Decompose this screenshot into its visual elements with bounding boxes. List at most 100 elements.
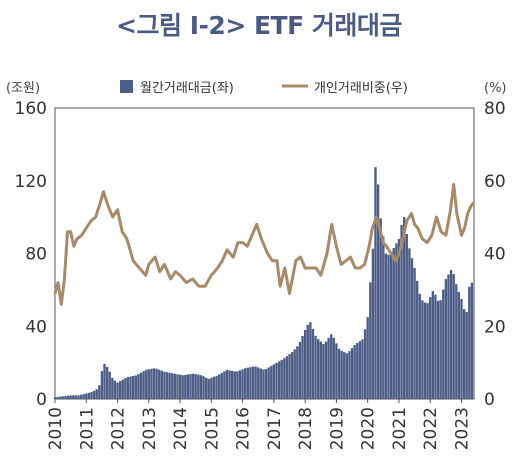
- bar-7: [72, 395, 75, 399]
- bar-45: [171, 373, 174, 399]
- bar-81: [264, 368, 268, 399]
- bar-134: [402, 216, 406, 399]
- bar-132: [397, 238, 401, 399]
- x-tick-label-0: 2010: [46, 407, 66, 450]
- bar-13: [87, 392, 91, 399]
- bar-35: [145, 369, 148, 399]
- bar-97: [306, 324, 309, 399]
- bar-103: [322, 343, 325, 399]
- bar-116: [356, 342, 359, 399]
- bar-118: [361, 339, 364, 399]
- bar-130: [392, 248, 395, 399]
- bar-5: [66, 395, 70, 399]
- bar-133: [400, 224, 403, 399]
- bar-4: [64, 395, 67, 399]
- bar-65: [223, 371, 226, 399]
- bar-92: [293, 349, 296, 399]
- bar-158: [465, 312, 468, 399]
- bar-1: [56, 396, 59, 399]
- bar-111: [343, 352, 346, 399]
- bar-23: [113, 380, 117, 399]
- bar-106: [330, 334, 333, 399]
- bar-123: [374, 167, 377, 399]
- x-tick-label-5: 2015: [202, 407, 222, 450]
- bar-99: [311, 328, 315, 399]
- bar-12: [85, 393, 88, 399]
- right-tick-label-4: 80: [484, 99, 506, 119]
- x-tick-label-10: 2020: [359, 407, 379, 450]
- x-tick-label-7: 2017: [265, 407, 285, 450]
- left-tick-label-4: 160: [15, 99, 47, 119]
- bar-46: [173, 373, 177, 399]
- bar-67: [228, 370, 231, 399]
- bar-10: [79, 394, 83, 399]
- bar-93: [296, 346, 299, 399]
- bar-60: [210, 377, 213, 399]
- bar-85: [275, 362, 278, 399]
- bar-100: [314, 335, 317, 399]
- left-tick-label-2: 80: [25, 245, 47, 265]
- bar-148: [439, 300, 442, 399]
- bar-129: [389, 251, 393, 399]
- bar-95: [301, 335, 304, 399]
- bar-16: [95, 389, 98, 399]
- bar-30: [131, 375, 135, 399]
- bar-159: [468, 286, 471, 399]
- x-tick-label-12: 2022: [421, 407, 441, 450]
- bar-157: [462, 309, 466, 399]
- bar-156: [460, 298, 463, 399]
- bar-15: [92, 390, 96, 399]
- bar-48: [178, 374, 182, 399]
- bar-27: [124, 378, 127, 399]
- bar-44: [168, 372, 171, 399]
- bar-146: [434, 294, 437, 399]
- series-line-individual-share: [53, 182, 476, 306]
- bar-153: [452, 274, 455, 399]
- bar-160: [470, 282, 474, 399]
- bar-151: [447, 274, 450, 399]
- legend-line-label: 개인거래비중(우): [314, 81, 408, 96]
- bar-96: [303, 329, 307, 399]
- bar-137: [410, 258, 414, 399]
- bar-83: [270, 365, 273, 399]
- bar-42: [163, 371, 166, 399]
- bar-39: [155, 368, 158, 399]
- bar-17: [98, 385, 101, 399]
- bar-89: [285, 356, 289, 399]
- bar-22: [111, 377, 114, 399]
- bar-8: [74, 395, 78, 399]
- bar-19: [103, 363, 106, 399]
- bar-3: [61, 396, 64, 399]
- bar-47: [176, 374, 179, 399]
- bar-131: [395, 243, 398, 399]
- bar-144: [429, 297, 432, 399]
- bar-71: [238, 370, 242, 399]
- bar-61: [212, 376, 216, 399]
- bar-87: [280, 359, 283, 399]
- bar-128: [387, 254, 390, 399]
- bar-68: [231, 370, 234, 399]
- bar-31: [134, 375, 137, 399]
- bar-88: [283, 358, 286, 399]
- bar-150: [444, 278, 448, 399]
- bar-41: [160, 370, 164, 399]
- bar-86: [277, 361, 281, 399]
- bar-28: [126, 376, 130, 399]
- bar-38: [152, 368, 156, 399]
- bar-69: [233, 371, 236, 399]
- bar-145: [431, 291, 435, 399]
- bar-102: [319, 341, 322, 399]
- bar-75: [249, 367, 252, 399]
- bar-56: [199, 375, 203, 399]
- bar-142: [423, 302, 427, 399]
- bar-107: [332, 337, 335, 399]
- bar-124: [376, 184, 380, 399]
- bar-143: [426, 303, 429, 399]
- bar-55: [197, 374, 200, 399]
- bar-49: [181, 375, 184, 399]
- bar-11: [82, 394, 85, 399]
- bar-72: [241, 369, 244, 399]
- bar-104: [324, 341, 328, 399]
- bar-98: [309, 322, 312, 399]
- left-tick-label-0: 0: [36, 390, 47, 410]
